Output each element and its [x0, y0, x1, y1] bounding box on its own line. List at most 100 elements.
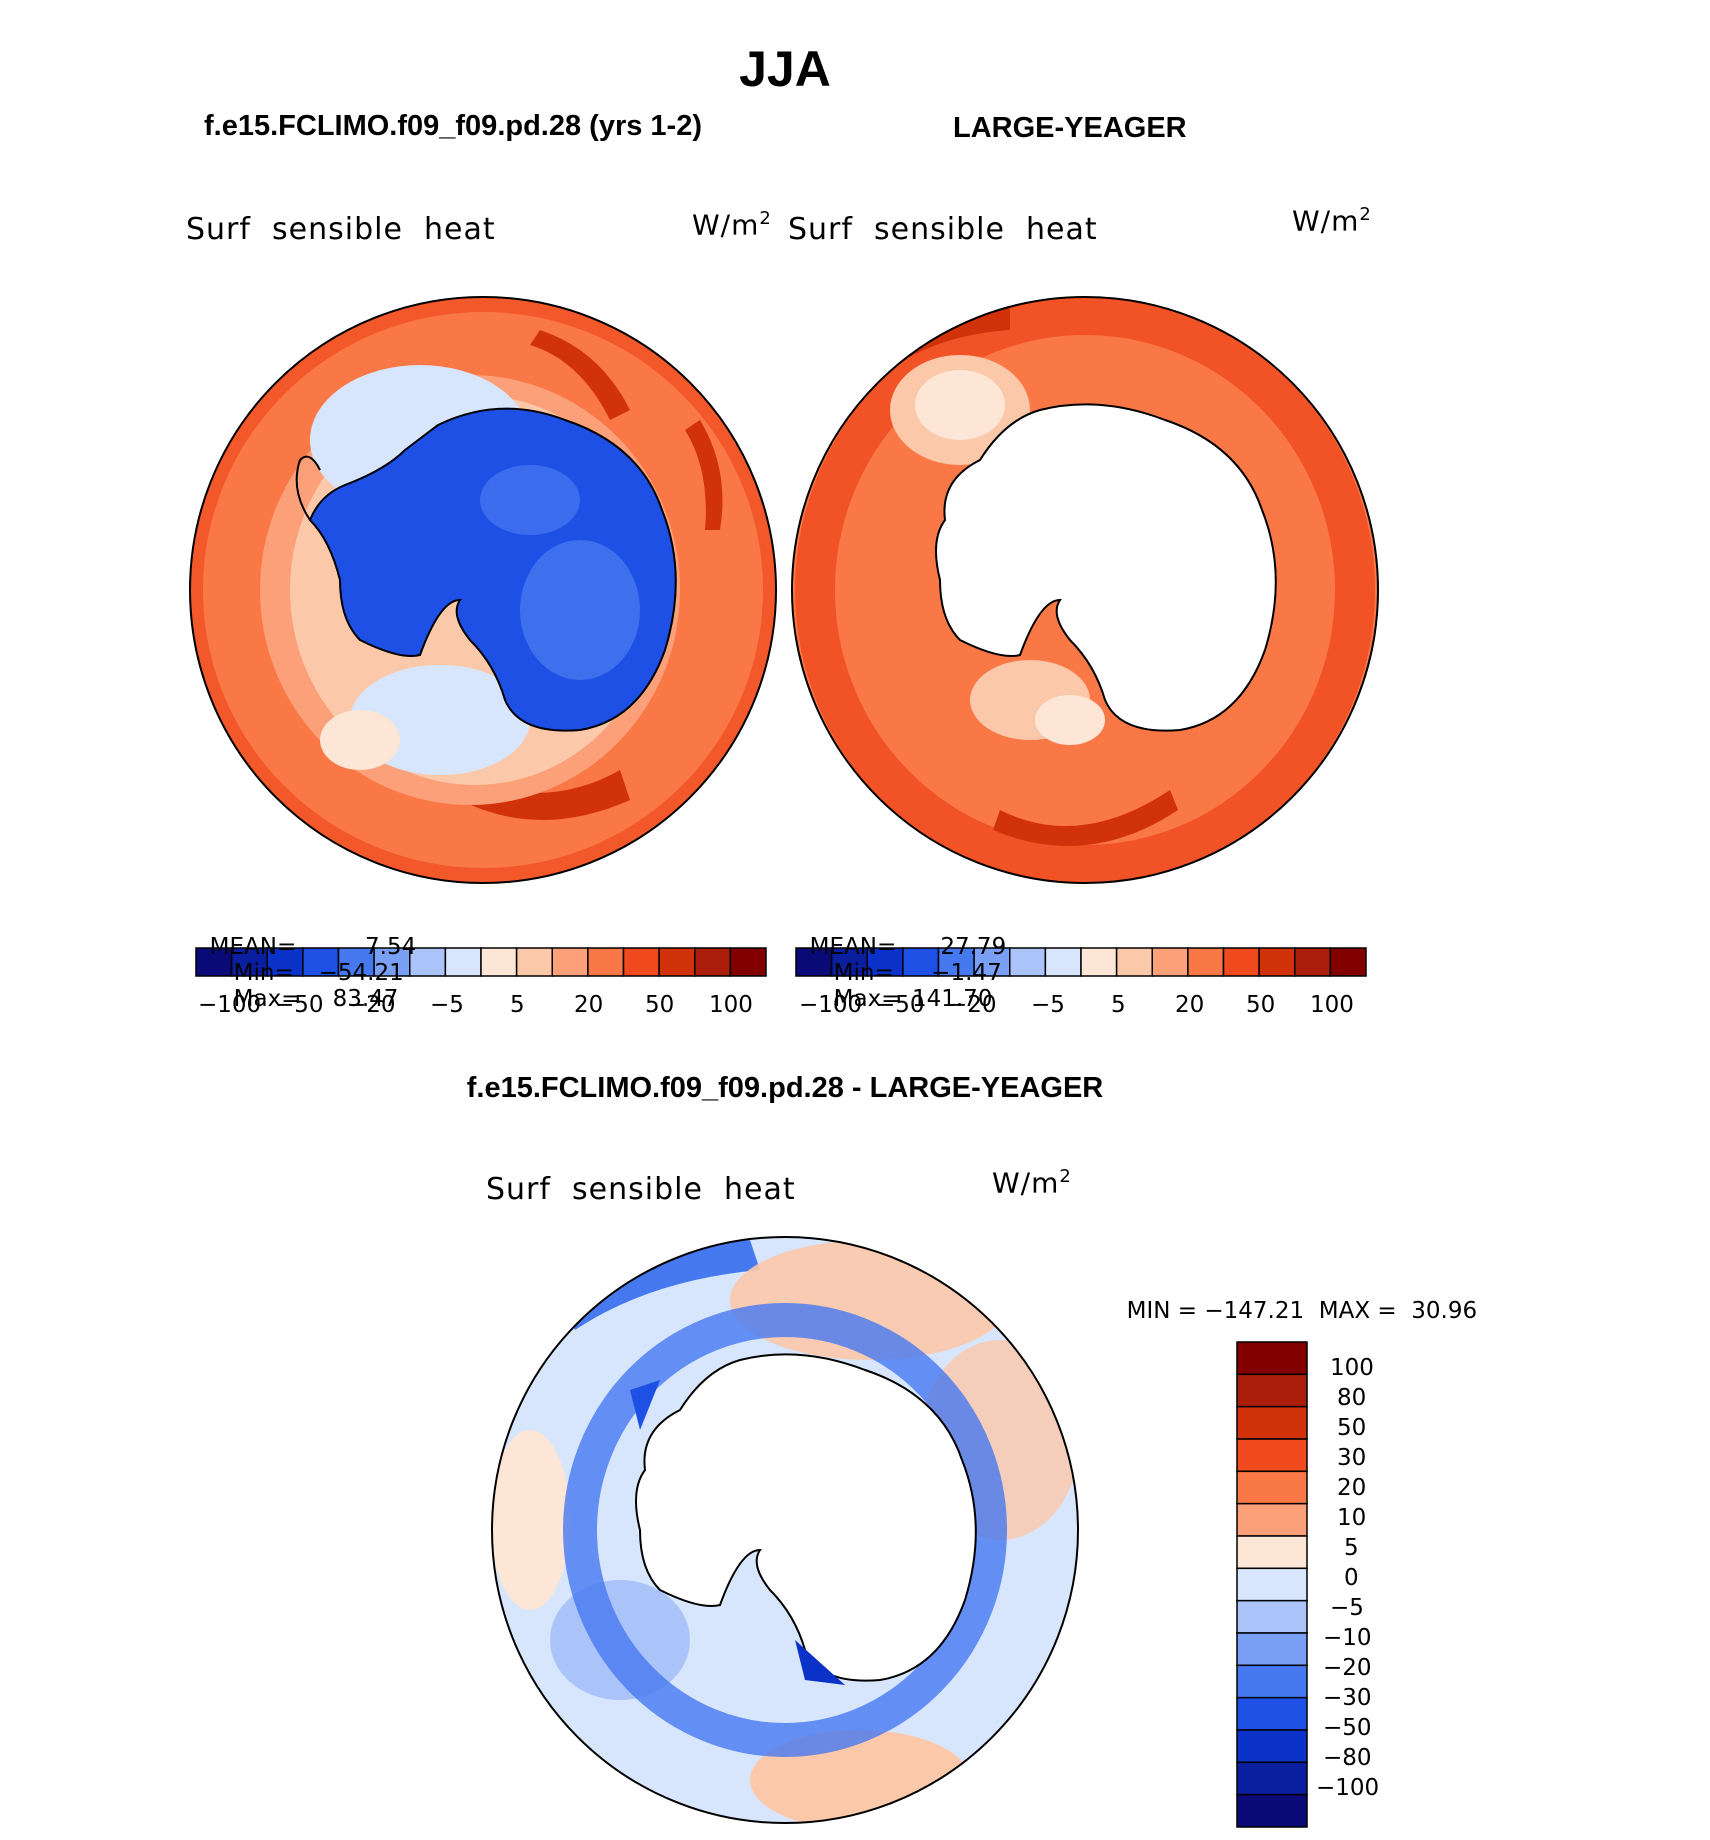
colorbar-obs [795, 947, 1367, 977]
colorbar-swatch [729, 947, 767, 977]
colorbar-swatch [373, 947, 411, 977]
panel-2-case-title: LARGE-YEAGER [953, 112, 1187, 144]
colorbar-swatch [795, 947, 833, 977]
colorbar-swatch [1236, 1761, 1308, 1796]
colorbar-tick: −5 [430, 992, 464, 1018]
colorbar-swatch [266, 947, 304, 977]
colorbar-tick: −80 [1323, 1745, 1372, 1771]
colorbar-tick: 20 [574, 992, 604, 1018]
colorbar-tick: 30 [1337, 1445, 1367, 1471]
colorbar-tick: 5 [1111, 992, 1126, 1018]
colorbar-swatch [1236, 1405, 1308, 1440]
colorbar-swatch [1258, 947, 1296, 977]
colorbar-tick: −20 [948, 992, 997, 1018]
colorbar-difference [1236, 1341, 1308, 1828]
colorbar-swatch [1236, 1599, 1308, 1634]
colorbar-swatch [444, 947, 482, 977]
colorbar-tick: 0 [1344, 1565, 1359, 1591]
panel-2-units: W/m2 [1292, 204, 1372, 238]
colorbar-swatch [1187, 947, 1225, 977]
map-difference-border [491, 1236, 1079, 1824]
colorbar-swatch [1009, 947, 1047, 977]
colorbar-tick: −5 [1031, 992, 1065, 1018]
colorbar-tick: 80 [1337, 1385, 1367, 1411]
colorbar-tick: 50 [1246, 992, 1276, 1018]
colorbar-tick: 100 [709, 992, 753, 1018]
panel-1-case-title: f.e15.FCLIMO.f09_f09.pd.28 (yrs 1-2) [204, 110, 702, 142]
colorbar-swatch [1236, 1632, 1308, 1667]
colorbar-tick: −50 [1323, 1715, 1372, 1741]
colorbar-swatch [1236, 1535, 1308, 1570]
colorbar-tick: −100 [198, 992, 262, 1018]
colorbar-difference-ticks: 100 80 50 30 20 10 5 0 −5 −10 −20 −30 −5… [1316, 1355, 1440, 1825]
colorbar-tick: −20 [1323, 1655, 1372, 1681]
panel-1-units: W/m2 [692, 208, 772, 242]
map-difference [492, 1237, 1078, 1823]
difference-stats: MIN = −147.21 MAX = 30.96 [1126, 1298, 1478, 1324]
colorbar-tick: −50 [275, 992, 324, 1018]
colorbar-tick: −100 [799, 992, 863, 1018]
colorbar-tick: 50 [1337, 1415, 1367, 1441]
colorbar-tick: −10 [1323, 1625, 1372, 1651]
colorbar-swatch [622, 947, 660, 977]
difference-units: W/m2 [992, 1166, 1072, 1200]
colorbar-swatch [1236, 1341, 1308, 1376]
map-model-border [189, 296, 777, 884]
colorbar-swatch [302, 947, 340, 977]
colorbar-swatch [694, 947, 732, 977]
page-title: JJA [739, 41, 831, 97]
panel-1-stats: MEAN= 7.54 Min= −54.21 Max= 83.47 [209, 934, 417, 1012]
colorbar-swatch [587, 947, 625, 977]
colorbar-tick: 50 [645, 992, 675, 1018]
colorbar-tick: 5 [510, 992, 525, 1018]
colorbar-swatch [1236, 1502, 1308, 1537]
difference-variable: Surf sensible heat [486, 1172, 796, 1207]
colorbar-swatch [902, 947, 940, 977]
colorbar-tick: 100 [1310, 992, 1354, 1018]
colorbar-swatch [1236, 1438, 1308, 1473]
colorbar-swatch [337, 947, 375, 977]
colorbar-swatch [515, 947, 553, 977]
colorbar-swatch [1236, 1373, 1308, 1408]
map-obs-border [791, 296, 1379, 884]
colorbar-swatch [1236, 1793, 1308, 1828]
colorbar-tick: −20 [347, 992, 396, 1018]
colorbar-swatch [480, 947, 518, 977]
colorbar-tick: −50 [876, 992, 925, 1018]
colorbar-tick: 100 [1330, 1355, 1374, 1381]
colorbar-obs-ticks: −100 −50 −20 −5 5 20 50 100 [0, 992, 1710, 1024]
colorbar-swatch [1329, 947, 1367, 977]
colorbar-swatch [195, 947, 233, 977]
colorbar-tick: 20 [1337, 1475, 1367, 1501]
colorbar-swatch [1115, 947, 1153, 977]
colorbar-model [195, 947, 767, 977]
colorbar-swatch [866, 947, 904, 977]
panel-2-variable: Surf sensible heat [788, 212, 1098, 247]
difference-title: f.e15.FCLIMO.f09_f09.pd.28 - LARGE-YEAGE… [466, 1072, 1104, 1104]
colorbar-tick: 20 [1175, 992, 1205, 1018]
colorbar-tick: −30 [1323, 1685, 1372, 1711]
colorbar-swatch [1236, 1696, 1308, 1731]
colorbar-swatch [1080, 947, 1118, 977]
panel-1-variable: Surf sensible heat [186, 212, 496, 247]
colorbar-swatch [551, 947, 589, 977]
colorbar-swatch [1294, 947, 1332, 977]
colorbar-swatch [1044, 947, 1082, 977]
colorbar-tick: −100 [1316, 1775, 1380, 1801]
colorbar-swatch [1236, 1567, 1308, 1602]
colorbar-tick: 5 [1344, 1535, 1359, 1561]
colorbar-swatch [1236, 1664, 1308, 1699]
colorbar-tick: −5 [1330, 1595, 1364, 1621]
colorbar-swatch [1222, 947, 1260, 977]
colorbar-model-ticks: −100 −50 −20 −5 5 20 50 100 [0, 992, 1710, 1024]
map-obs [792, 297, 1378, 883]
panel-2-stats: MEAN= 27.79 Min= −1.47 Max= 141.70 [809, 934, 1007, 1012]
colorbar-swatch [1236, 1470, 1308, 1505]
map-model [190, 297, 776, 883]
colorbar-tick: 10 [1337, 1505, 1367, 1531]
colorbar-swatch [973, 947, 1011, 977]
colorbar-swatch [1236, 1729, 1308, 1764]
colorbar-swatch [1151, 947, 1189, 977]
colorbar-swatch [658, 947, 696, 977]
